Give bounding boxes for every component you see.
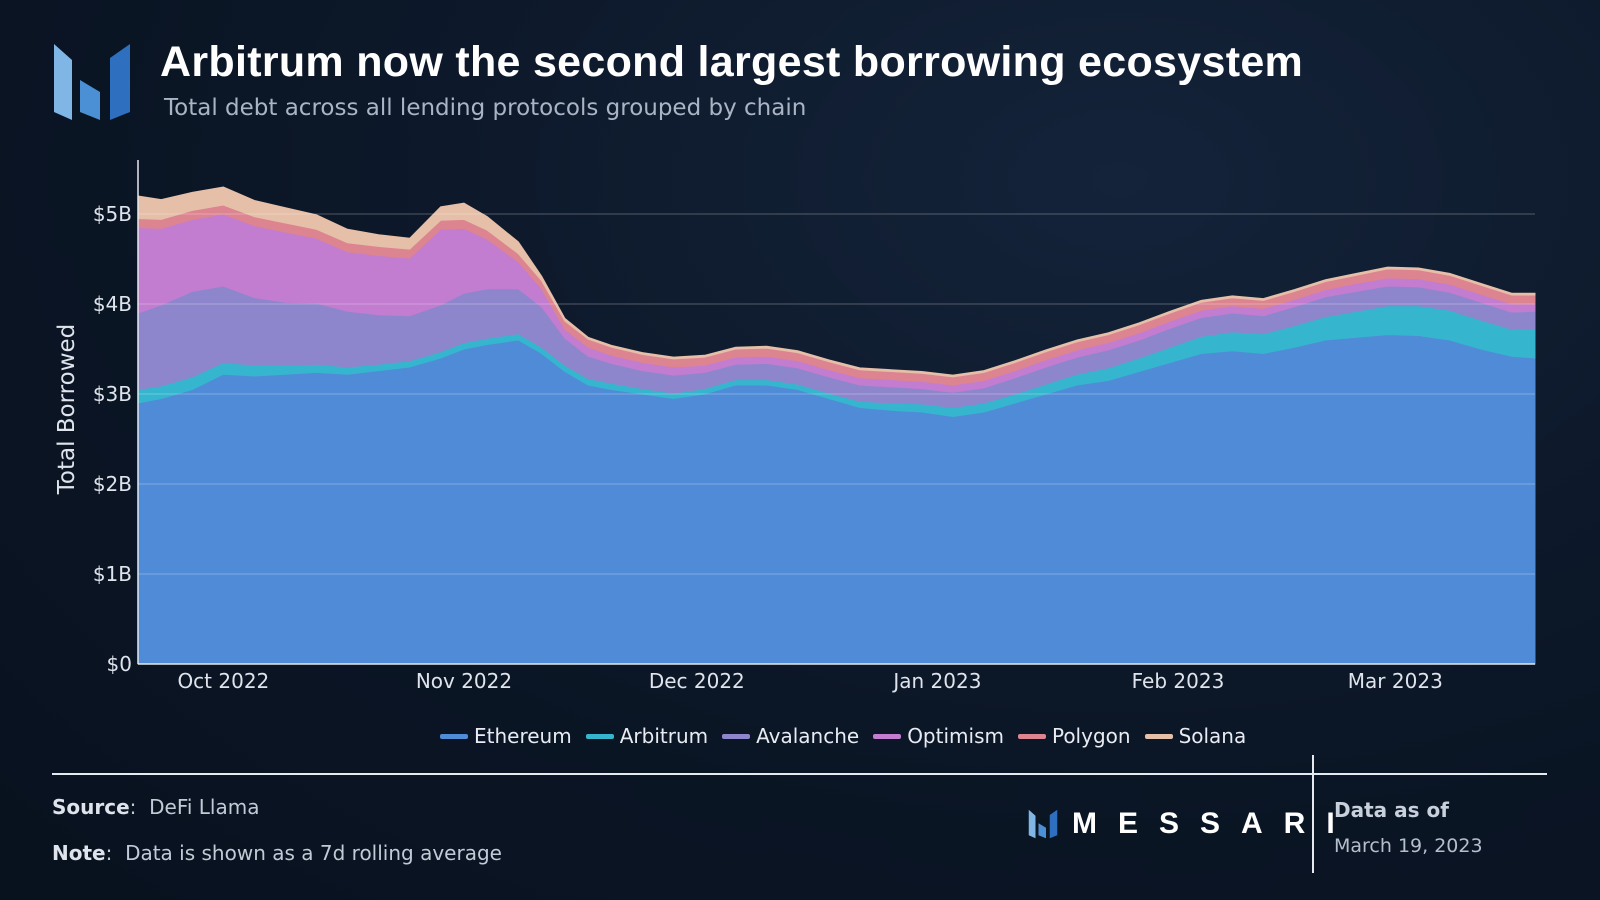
chart-legend: Ethereum Arbitrum Avalanche Optimism Polygon… <box>440 722 1246 750</box>
x-tick-label: Dec 2022 <box>649 669 745 693</box>
legend-label: Ethereum <box>474 724 572 748</box>
footer-divider <box>52 773 1547 775</box>
legend-item-ethereum[interactable]: Ethereum <box>440 724 572 748</box>
data-as-of-label: Data as of <box>1334 798 1449 822</box>
y-tick-label: $3B <box>93 382 132 406</box>
messari-logo-icon <box>54 44 130 120</box>
legend-swatch <box>873 733 902 739</box>
legend-label: Polygon <box>1051 724 1131 748</box>
x-tick-label: Feb 2023 <box>1132 669 1225 693</box>
x-tick-label: Mar 2023 <box>1348 669 1443 693</box>
y-tick-label: $1B <box>93 562 132 586</box>
x-tick-label: Oct 2022 <box>177 669 269 693</box>
messari-wordmark: MESSARI <box>1072 807 1356 840</box>
legend-swatch <box>440 733 468 739</box>
legend-swatch <box>1144 733 1173 739</box>
data-as-of-date: March 19, 2023 <box>1334 835 1483 857</box>
area-series-group <box>137 186 1536 665</box>
legend-item-polygon[interactable]: Polygon <box>1017 724 1131 748</box>
legend-label: Optimism <box>907 724 1004 748</box>
source-line: Source: DeFi Llama <box>52 795 260 819</box>
legend-label: Avalanche <box>756 724 860 748</box>
y-tick-label: $0 <box>107 652 132 676</box>
y-axis-label: Total Borrowed <box>54 324 80 496</box>
legend-item-optimism[interactable]: Optimism <box>873 724 1004 748</box>
area-solana <box>137 186 1536 378</box>
note-label: Note <box>52 841 106 865</box>
legend-swatch <box>585 733 614 739</box>
note-line: Note: Data is shown as a 7d rolling aver… <box>52 841 502 865</box>
legend-swatch <box>1017 733 1046 739</box>
source-label: Source <box>52 795 130 819</box>
y-tick-label: $4B <box>93 292 132 316</box>
x-tick-label: Jan 2023 <box>891 669 981 693</box>
y-tick-label: $5B <box>93 202 132 226</box>
stacked-area-chart: $0 $1B $2B $3B $4B $5B Oct 2022 Nov 2022 Dec 202… <box>54 160 1536 693</box>
legend-label: Arbitrum <box>619 724 709 748</box>
legend-item-solana[interactable]: Solana <box>1144 724 1247 748</box>
legend-item-arbitrum[interactable]: Arbitrum <box>585 724 709 748</box>
footer-vertical-divider <box>1312 755 1314 873</box>
legend-item-avalanche[interactable]: Avalanche <box>722 724 859 748</box>
chart-title: Arbitrum now the second largest borrowin… <box>160 38 1304 86</box>
legend-label: Solana <box>1178 724 1247 748</box>
y-tick-label: $2B <box>93 472 132 496</box>
messari-mark-icon <box>1028 809 1058 839</box>
source-value: DeFi Llama <box>149 795 260 819</box>
messari-brand: MESSARI <box>1028 807 1356 841</box>
legend-swatch <box>722 733 751 739</box>
note-value: Data is shown as a 7d rolling average <box>125 841 502 865</box>
x-tick-label: Nov 2022 <box>416 669 512 693</box>
chart-subtitle: Total debt across all lending protocols … <box>164 95 807 121</box>
